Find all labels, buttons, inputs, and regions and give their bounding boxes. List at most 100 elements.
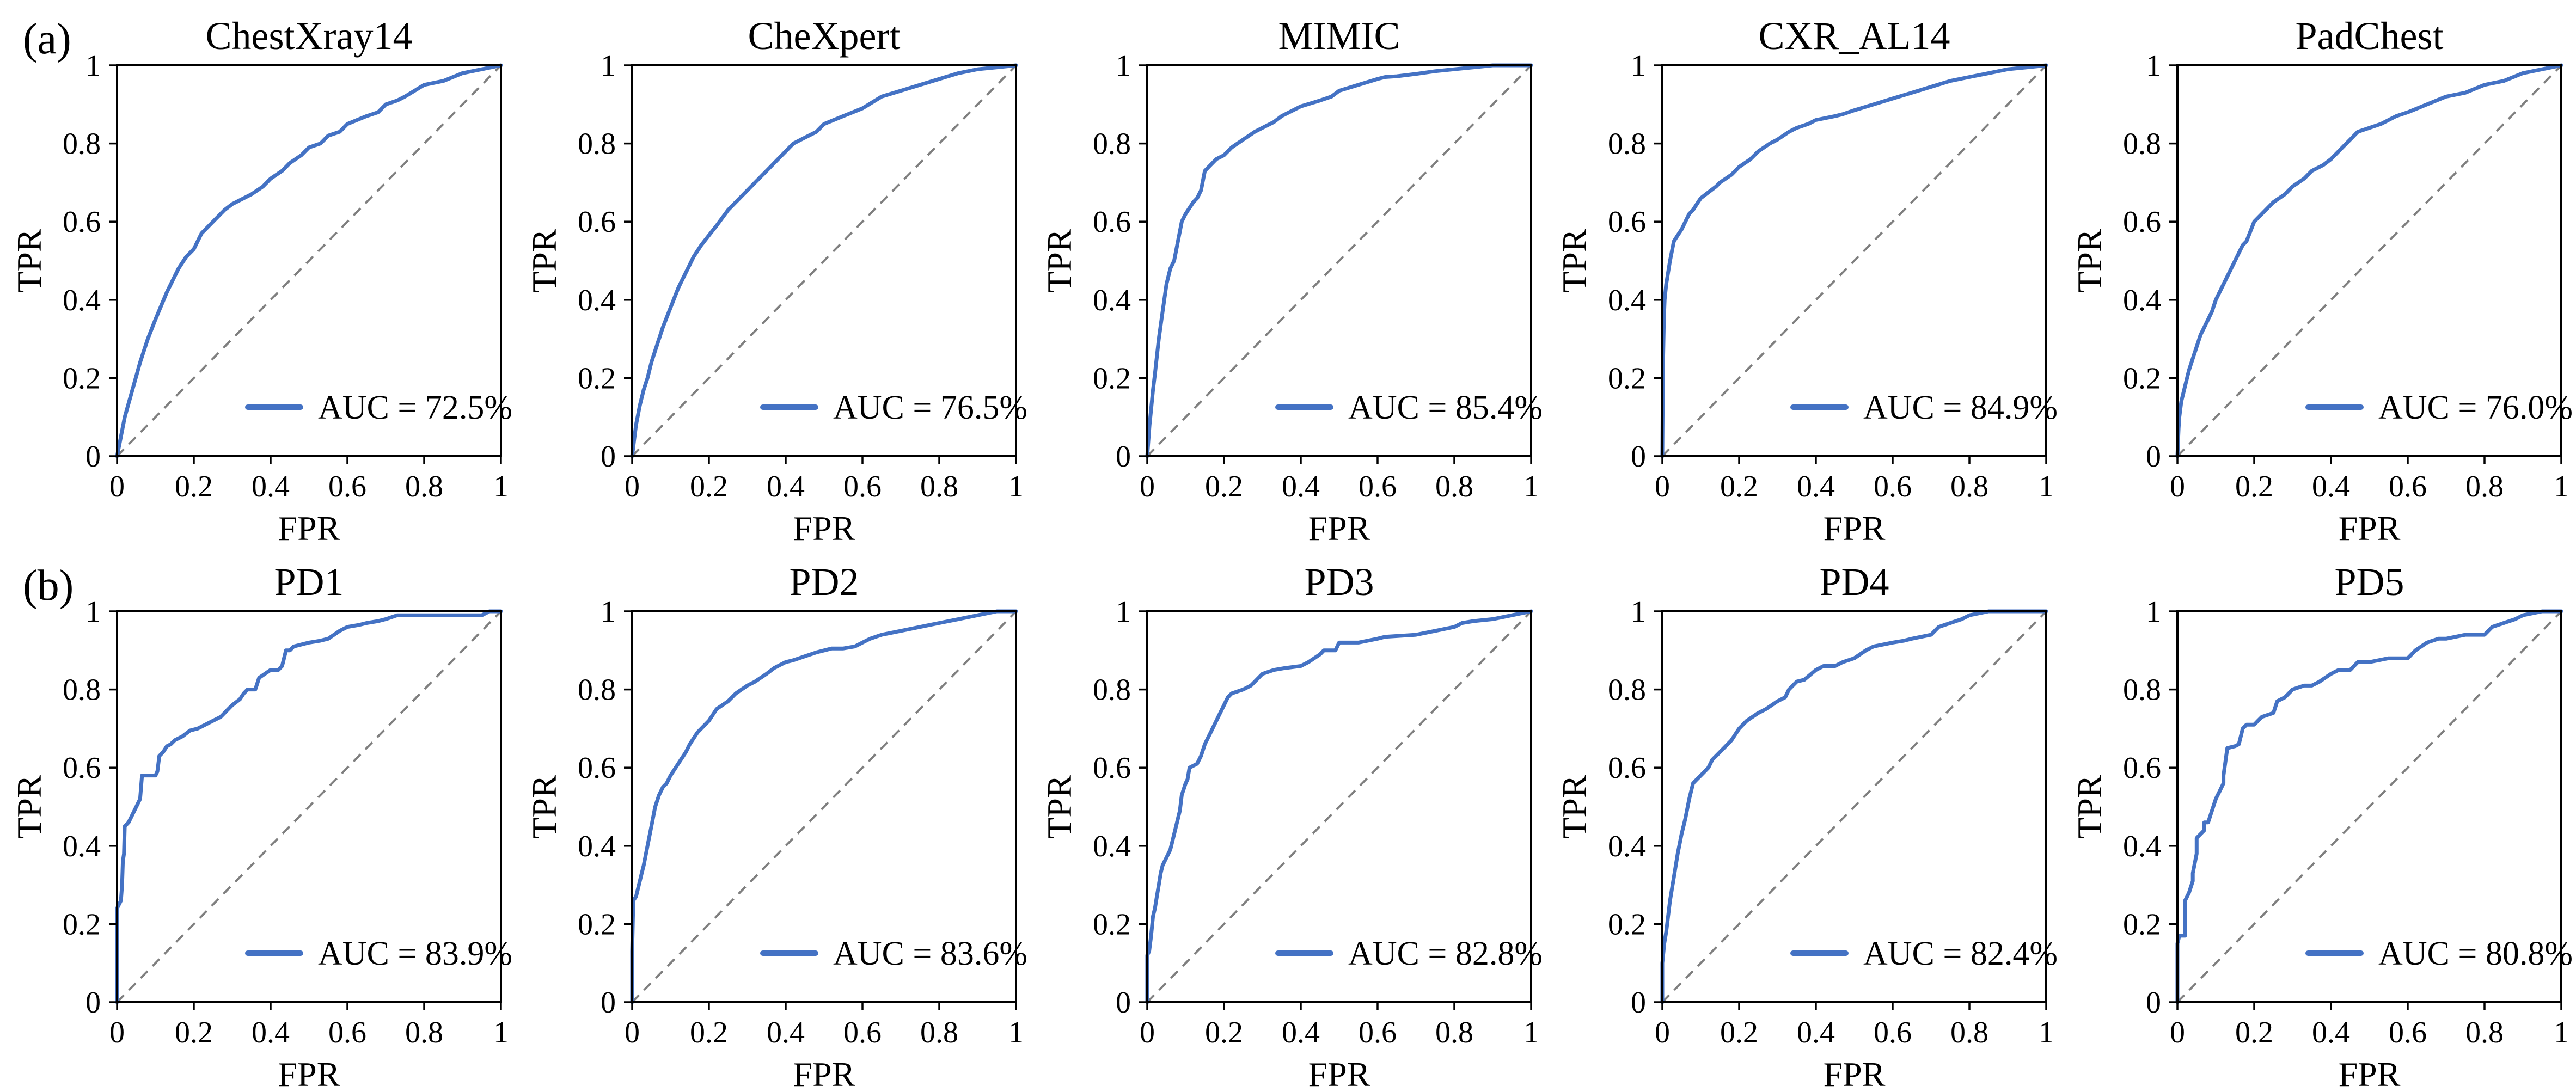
x-axis-label: FPR [1308,509,1370,546]
x-axis-label: FPR [2339,1055,2401,1092]
x-tick-label: 0.4 [1282,470,1320,504]
y-tick-label: 0.6 [578,751,616,785]
x-axis-label: FPR [278,1055,340,1092]
x-tick-label: 0.6 [328,1016,366,1050]
subplot-title: PD5 [2334,560,2404,604]
chance-diagonal-line [116,610,502,1003]
y-axis-label: TPR [1555,775,1594,839]
y-tick-label: 0.2 [578,907,616,941]
plot-box [1661,64,2047,457]
y-tick-label: 0.8 [1093,673,1131,707]
x-tick-label: 0 [1655,470,1670,504]
roc-curve [1145,63,1533,458]
plot-box [1146,64,1532,457]
panel-label-a: (a) [23,15,71,63]
chance-diagonal-line [1146,610,1532,1003]
x-tick-label: 0.8 [920,1016,958,1050]
x-tick-label: 0.4 [1797,470,1835,504]
y-tick-label: 0.6 [1608,751,1646,785]
subplot-title: CheXpert [748,14,901,58]
chance-diagonal-line [631,610,1017,1003]
x-tick-label: 0.2 [2235,470,2273,504]
y-tick-label: 0.4 [1608,830,1646,863]
x-tick-label: 1 [1008,1016,1024,1050]
y-tick-label: 0 [85,440,101,474]
y-tick-label: 0.8 [1093,127,1131,161]
chance-diagonal-line [2176,610,2562,1003]
x-tick-label: 0.6 [1359,1016,1397,1050]
y-tick-label: 0.8 [63,127,101,161]
x-tick-label: 1 [2039,1016,2054,1050]
x-tick-label: 0.6 [1359,470,1397,504]
x-tick-label: 0 [625,1016,640,1050]
y-tick-label: 0.2 [2123,361,2161,395]
legend-auc-label: AUC = 72.5% [318,389,512,426]
panel-label-b: (b) [23,562,74,610]
x-axis-label: FPR [793,1055,855,1092]
x-tick-label: 0.8 [1950,1016,1988,1050]
subplot-title: PD3 [1304,560,1374,604]
roc-curve [1660,63,2048,458]
roc-subplot-pd1: PD1 00 0.2 0.2 0.4 0.4 0.6 0.6 0.8 0.8 1 1 FPR TPR AUC… [10,560,512,1092]
x-tick-label: 1 [1008,470,1024,504]
x-tick-label: 1 [1523,470,1539,504]
y-tick-label: 0.8 [63,673,101,707]
y-tick-label: 1 [85,49,101,83]
roc-curve [115,63,503,458]
roc-subplot-pd4: PD4 00 0.2 0.2 0.4 0.4 0.6 0.6 0.8 0.8 1 1 FPR TPR AUC… [1555,560,2058,1092]
y-tick-label: 1 [2146,49,2161,83]
x-tick-label: 0.2 [1205,470,1243,504]
roc-subplot-chestxray14: ChestXray14 00 0.2 0.2 0.4 0.4 0.6 0.6 0.8 0.8 1 1 F… [10,14,512,546]
y-axis-label: TPR [10,229,48,293]
y-axis-label: TPR [525,229,564,293]
plot-box [1661,610,2047,1003]
y-tick-label: 0 [1116,986,1131,1020]
x-tick-label: 0.2 [1720,1016,1758,1050]
chance-diagonal-line [1661,610,2047,1003]
chance-diagonal-line [2176,64,2562,457]
x-tick-label: 1 [493,470,509,504]
legend-auc-label: AUC = 80.8% [2378,935,2573,972]
roc-subplot-padchest: PadChest 00 0.2 0.2 0.4 0.4 0.6 0.6 0.8 0.8 1 1 FPR T… [2070,14,2573,546]
x-axis-label: FPR [2339,509,2401,546]
x-tick-label: 0 [2170,1016,2185,1050]
x-tick-label: 1 [2554,470,2569,504]
roc-subplot-cxr-al14: CXR_AL14 00 0.2 0.2 0.4 0.4 0.6 0.6 0.8 0.8 1 1 FPR T… [1555,14,2058,546]
x-tick-label: 0 [1140,1016,1155,1050]
subplot-title: MIMIC [1278,14,1400,58]
subplot-title: PD4 [1819,560,1889,604]
x-tick-label: 0.6 [1874,470,1912,504]
x-tick-label: 1 [2554,1016,2569,1050]
y-tick-label: 1 [601,595,616,629]
legend-auc-label: AUC = 83.6% [833,935,1027,972]
plot-box [116,610,502,1003]
y-tick-label: 1 [85,595,101,629]
y-tick-label: 0 [2146,440,2161,474]
plot-box [2176,64,2562,457]
y-tick-label: 1 [1631,595,1646,629]
y-tick-label: 0.6 [578,205,616,239]
y-tick-label: 0.8 [578,673,616,707]
roc-subplot-pd2: PD2 00 0.2 0.2 0.4 0.4 0.6 0.6 0.8 0.8 1 1 FPR TPR AUC… [525,560,1027,1092]
x-tick-label: 0.8 [1435,1016,1473,1050]
chance-diagonal-line [1661,64,2047,457]
roc-curve [2175,609,2563,1004]
y-tick-label: 0.4 [578,284,616,317]
x-tick-label: 0 [2170,470,2185,504]
x-tick-label: 0.2 [175,1016,213,1050]
y-axis-label: TPR [1040,229,1079,293]
y-tick-label: 0.8 [578,127,616,161]
legend-auc-label: AUC = 76.0% [2378,389,2573,426]
y-tick-label: 0.2 [63,907,101,941]
x-axis-label: FPR [793,509,855,546]
y-tick-label: 0.4 [1093,830,1131,863]
roc-subplot-pd5: PD5 00 0.2 0.2 0.4 0.4 0.6 0.6 0.8 0.8 1 1 FPR TPR AUC… [2070,560,2573,1092]
x-tick-label: 0.6 [328,470,366,504]
x-tick-label: 0.2 [690,1016,728,1050]
x-tick-label: 0.4 [1797,1016,1835,1050]
x-tick-label: 0.4 [2312,1016,2350,1050]
roc-subplot-pd3: PD3 00 0.2 0.2 0.4 0.4 0.6 0.6 0.8 0.8 1 1 FPR TPR AUC… [1040,560,1543,1092]
x-tick-label: 0 [1140,470,1155,504]
subplot-title: CXR_AL14 [1758,14,1950,58]
x-tick-label: 0.8 [1435,470,1473,504]
